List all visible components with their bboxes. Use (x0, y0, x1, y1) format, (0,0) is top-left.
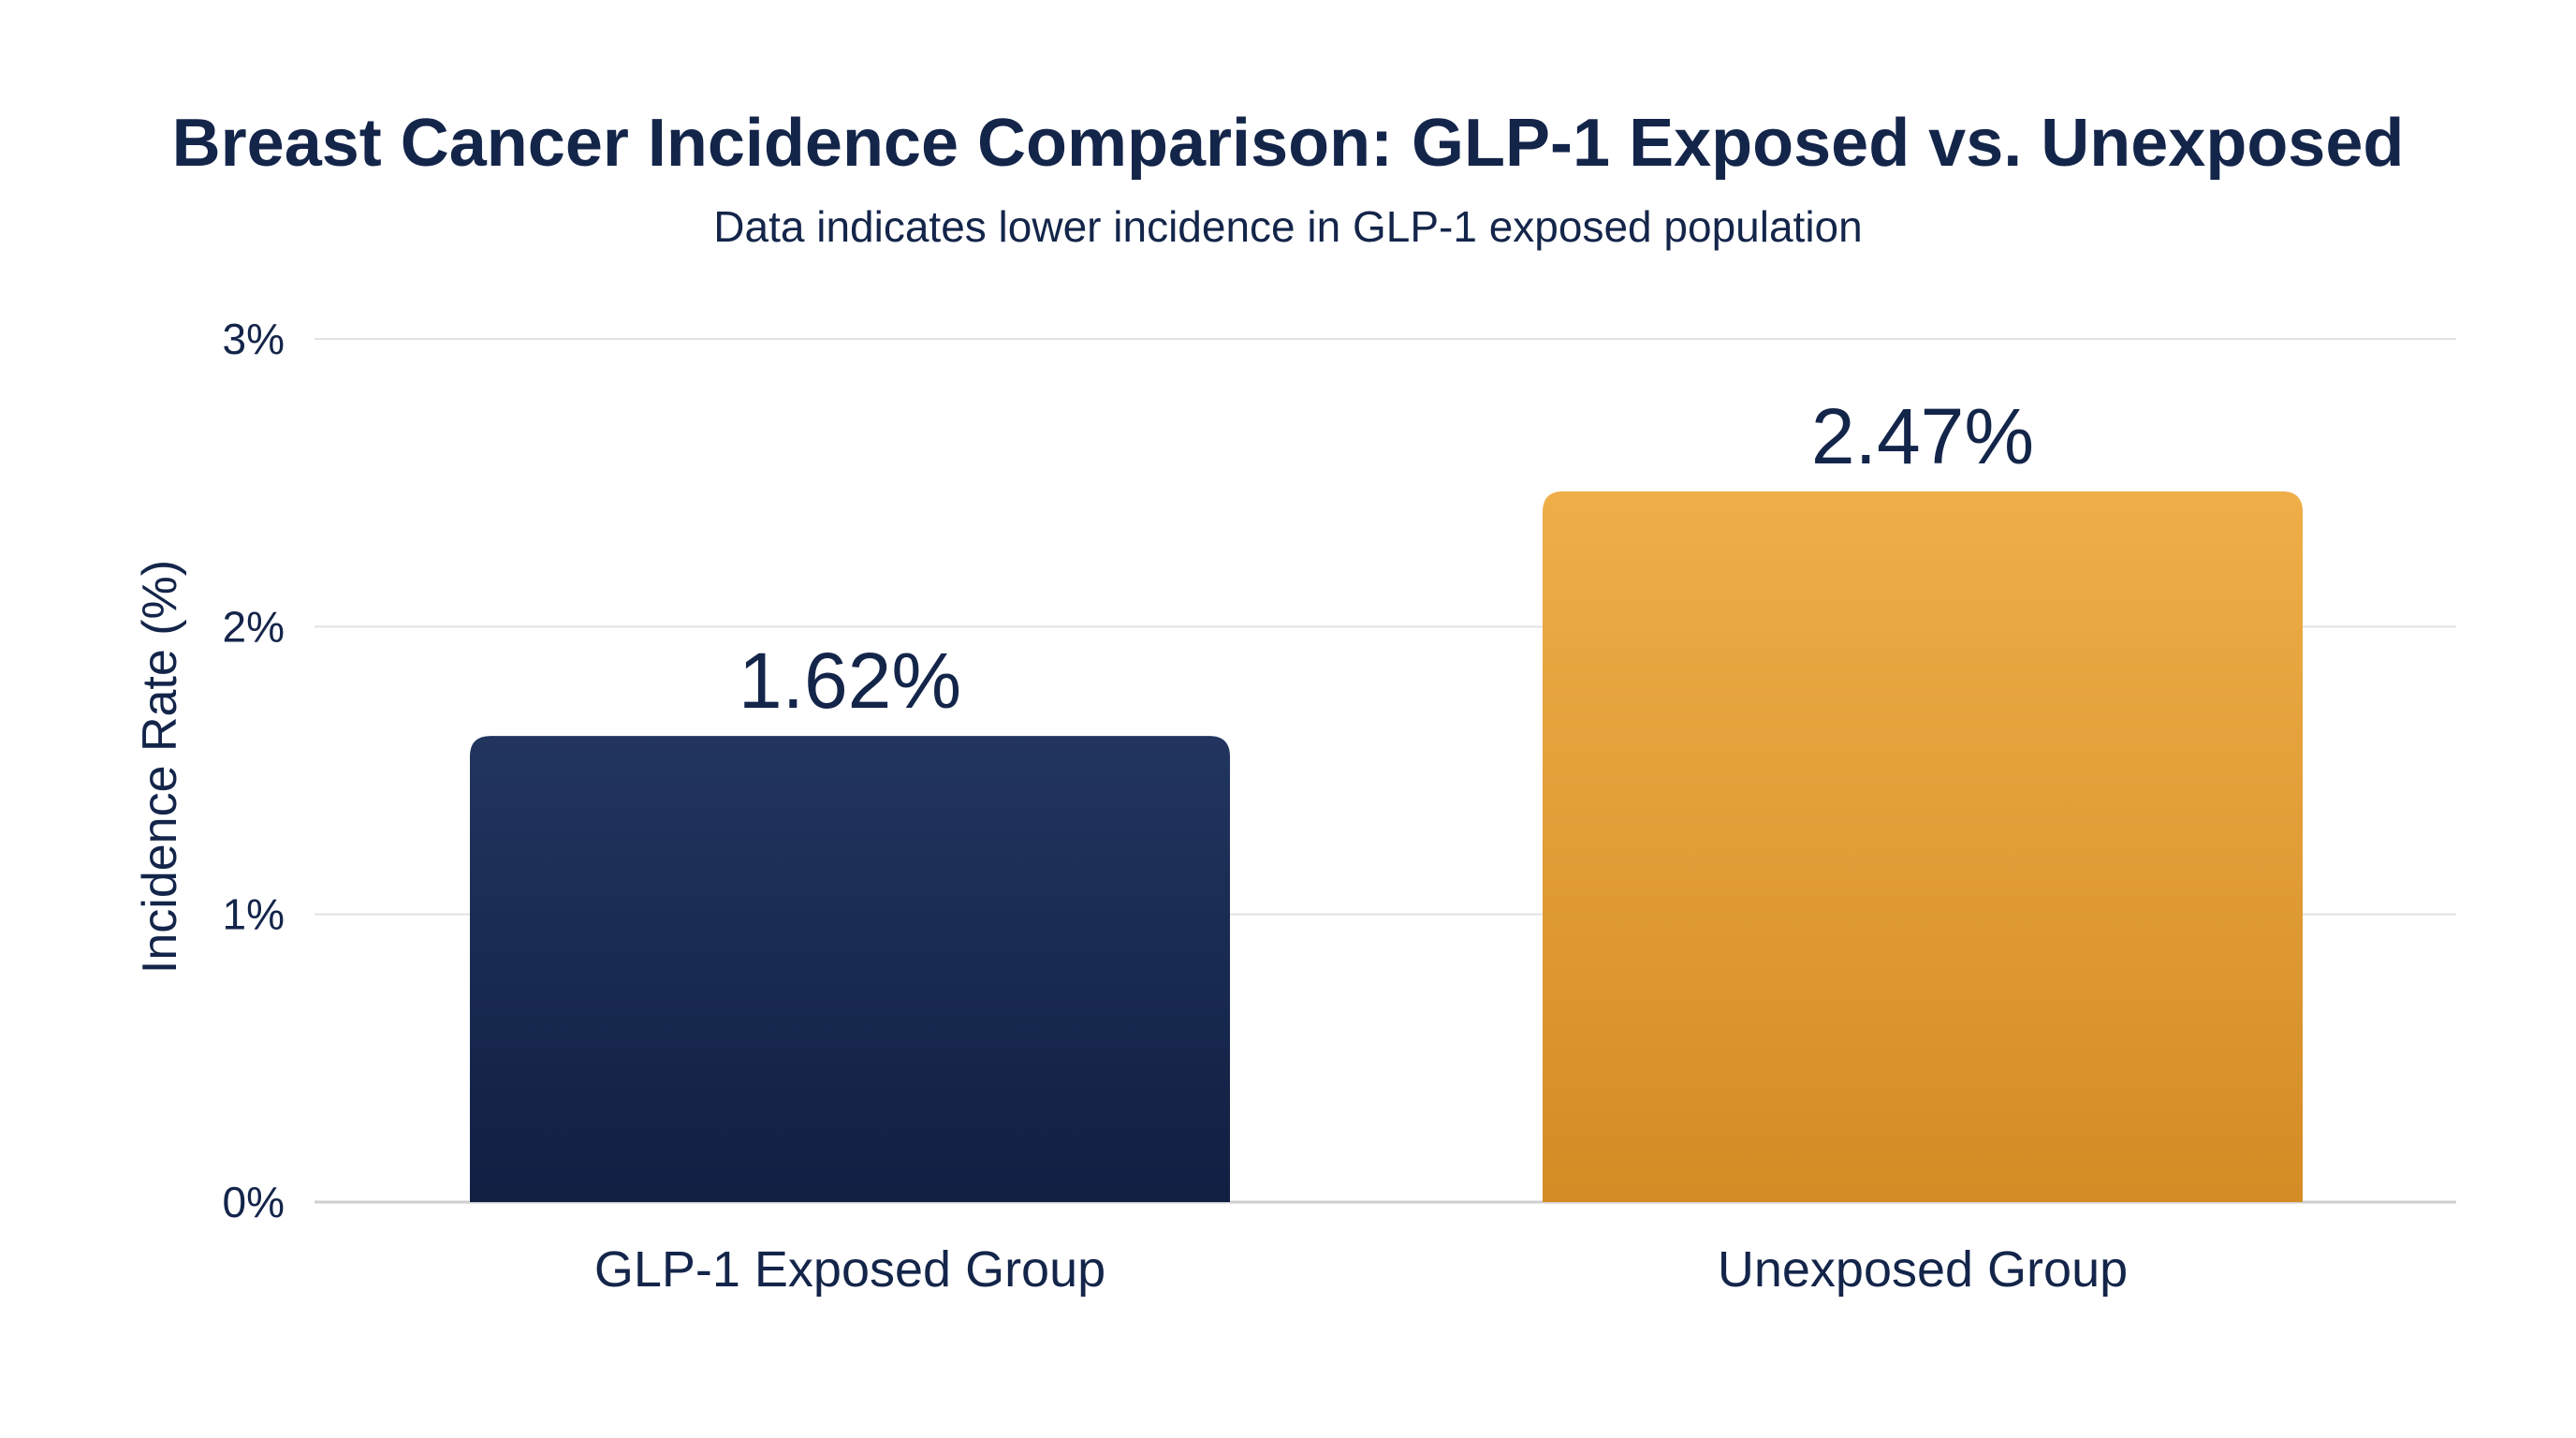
bar-1 (470, 736, 1230, 1202)
y-axis-label: Incidence Rate (%) (133, 560, 187, 974)
chart-subtitle: Data indicates lower incidence in GLP-1 … (713, 202, 1862, 251)
x-category-label-2: Unexposed Group (1718, 1241, 2128, 1298)
y-tick-label: 1% (223, 890, 285, 939)
chart-title: Breast Cancer Incidence Comparison: GLP-… (172, 106, 2405, 181)
y-tick-label: 0% (223, 1178, 285, 1226)
value-labels: 1.62% 2.47% (739, 392, 2034, 725)
bars (470, 491, 2303, 1202)
x-category-label-1: GLP-1 Exposed Group (594, 1241, 1105, 1298)
bar-2 (1543, 491, 2303, 1202)
y-tick-label: 2% (223, 602, 285, 651)
y-tick-label: 3% (223, 315, 285, 363)
value-label-2: 2.47% (1811, 392, 2034, 480)
value-label-1: 1.62% (739, 637, 961, 725)
x-axis-categories: GLP-1 Exposed Group Unexposed Group (594, 1241, 2128, 1298)
y-axis-ticks: 0% 1% 2% 3% (223, 315, 285, 1226)
